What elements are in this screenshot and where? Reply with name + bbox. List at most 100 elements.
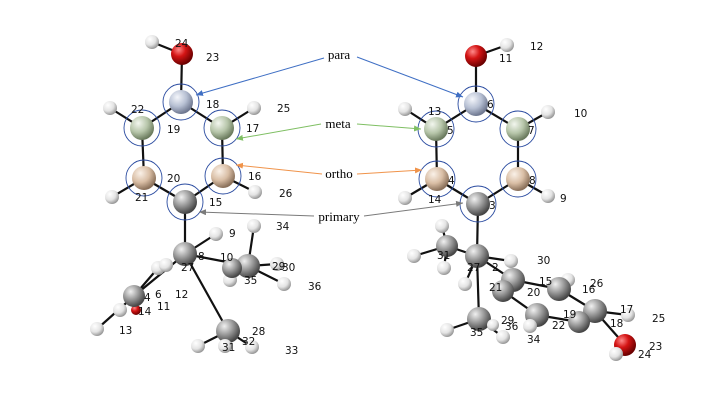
ortho-arrow-right xyxy=(356,167,423,175)
hydrogen-atom xyxy=(105,190,119,204)
atom-number: 2 xyxy=(492,262,499,274)
left-atoms xyxy=(90,35,291,354)
ortho-carbon-atom xyxy=(425,167,449,191)
atom-number: 17 xyxy=(620,304,633,316)
atom-number: 24 xyxy=(175,38,189,50)
hydrogen-atom xyxy=(103,101,117,115)
atom-number: 17 xyxy=(246,123,259,135)
ortho-carbon-atom xyxy=(506,167,530,191)
atom-number: 29 xyxy=(272,261,285,273)
atom-number: 29 xyxy=(501,315,514,327)
atom-number: 26 xyxy=(590,278,604,290)
hydrogen-atom xyxy=(458,277,472,291)
atom-number: 34 xyxy=(276,221,290,233)
atom-number: 23 xyxy=(649,341,662,353)
atom-number: 19 xyxy=(167,124,180,136)
atom-number: 16 xyxy=(582,284,596,296)
atom-number: 12 xyxy=(175,289,188,301)
annotation-arrows xyxy=(195,56,464,217)
hydrogen-atom xyxy=(437,261,451,275)
atom-number: 7 xyxy=(528,125,535,137)
atom-number: 28 xyxy=(252,326,265,338)
hydrogen-atom xyxy=(191,339,205,353)
hydrogen-atom xyxy=(496,330,510,344)
meta-carbon-atom xyxy=(210,116,234,140)
atom-number: 4 xyxy=(448,175,455,187)
oxygen-atom xyxy=(465,45,487,67)
hydrogen-atom xyxy=(487,319,499,331)
primary-carbon-atom xyxy=(466,192,490,216)
atom-number: 30 xyxy=(537,255,550,267)
hydrogen-atom xyxy=(504,254,518,268)
hydrogen-atom xyxy=(245,340,259,354)
annotation-labels: para meta ortho primary xyxy=(318,47,360,224)
carbon-atom xyxy=(236,254,260,278)
para-arrow-right xyxy=(356,56,464,98)
hydrogen-atom xyxy=(218,339,232,353)
right-atom-numbers: 11 12 6 10 13 5 7 4 8 14 3 9 31 27 2 30 … xyxy=(428,41,665,361)
atom-number: 35 xyxy=(470,327,483,339)
hydrogen-atom xyxy=(159,258,173,272)
hydrogen-atom xyxy=(398,191,412,205)
atom-number: 22 xyxy=(131,104,144,116)
ortho-carbon-atom xyxy=(211,164,235,188)
atom-number: 10 xyxy=(574,108,587,120)
atom-number: 21 xyxy=(489,282,502,294)
carbon-atom xyxy=(583,299,607,323)
atom-number: 3 xyxy=(489,200,496,212)
hydrogen-atom xyxy=(277,277,291,291)
primary-arrow-right xyxy=(363,200,464,217)
atom-number: 16 xyxy=(248,171,262,183)
oxygen-atom xyxy=(171,43,193,65)
carbon-atom xyxy=(173,242,197,266)
hydrogen-atom xyxy=(407,249,421,263)
para-carbon-atom xyxy=(464,92,488,116)
carbon-atom xyxy=(465,244,489,268)
hydrogen-atom xyxy=(541,189,555,203)
atom-number: 15 xyxy=(209,197,222,209)
carbon-atom xyxy=(492,280,514,302)
hydrogen-atom xyxy=(435,219,449,233)
atom-number: 8 xyxy=(198,251,205,263)
meta-carbon-atom xyxy=(130,116,154,140)
atom-number: 36 xyxy=(505,321,519,333)
left-ring-halos xyxy=(123,83,242,221)
hydrogen-atom xyxy=(113,303,127,317)
atom-number: 6 xyxy=(155,289,162,301)
primary-label: primary xyxy=(318,209,360,224)
atom-number: 9 xyxy=(560,193,567,205)
atom-number: 13 xyxy=(428,106,441,118)
hydrogen-atom xyxy=(500,38,514,52)
hydrogen-atom xyxy=(270,257,284,271)
atom-number: 27 xyxy=(181,262,194,274)
hydrogen-atom xyxy=(609,347,623,361)
left-atom-numbers: 24 23 18 25 22 17 19 20 16 21 26 15 34 9… xyxy=(119,38,322,357)
meta-carbon-atom xyxy=(506,117,530,141)
atom-number: 8 xyxy=(529,175,536,187)
meta-arrow-right xyxy=(356,123,422,132)
meta-label: meta xyxy=(325,116,350,131)
ortho-carbon-atom xyxy=(132,166,156,190)
hydrogen-atom xyxy=(248,185,262,199)
atom-number: 14 xyxy=(138,306,152,318)
atom-number: 19 xyxy=(563,309,576,321)
carbon-atom xyxy=(216,319,240,343)
atom-number: 20 xyxy=(527,287,540,299)
para-carbon-atom xyxy=(169,90,193,114)
right-atoms xyxy=(398,38,636,361)
right-molecule: 11 12 6 10 13 5 7 4 8 14 3 9 31 27 2 30 … xyxy=(398,38,665,361)
carbon-atom xyxy=(568,311,590,333)
atom-number: 10 xyxy=(220,252,233,264)
hydrogen-atom xyxy=(247,219,261,233)
atom-number: 31 xyxy=(437,250,450,262)
hydrogen-atom xyxy=(541,105,555,119)
atom-number: 35 xyxy=(244,275,257,287)
hydrogen-atom xyxy=(145,35,159,49)
hydrogen-atom xyxy=(209,227,223,241)
atom-number: 14 xyxy=(428,194,442,206)
atom-number: 23 xyxy=(206,52,219,64)
left-molecule: 24 23 18 25 22 17 19 20 16 21 26 15 34 9… xyxy=(90,35,322,357)
meta-arrow-left xyxy=(235,123,322,141)
atom-number: 26 xyxy=(279,188,293,200)
atom-number: 31 xyxy=(222,342,235,354)
